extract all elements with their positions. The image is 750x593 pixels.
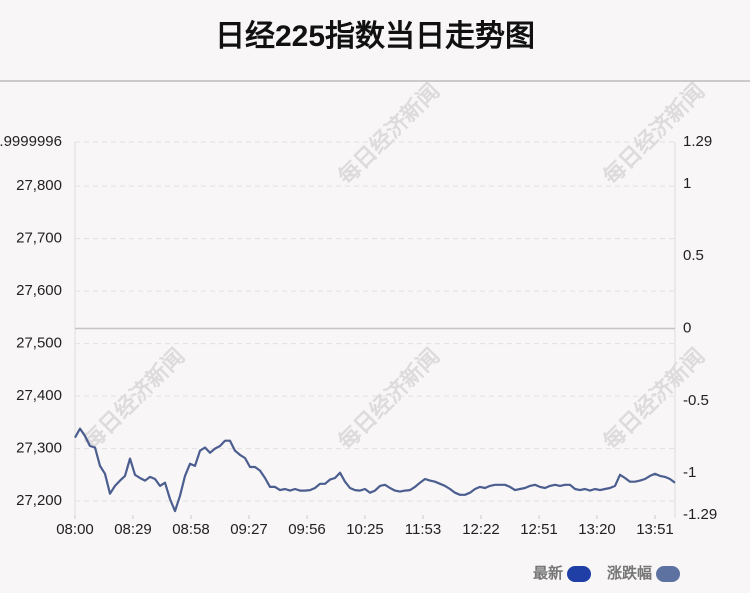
- y-tick-label: 27,400: [16, 387, 62, 404]
- x-tick-label: 09:56: [288, 521, 326, 538]
- x-tick-label: 09:27: [230, 521, 268, 538]
- y2-tick-label: -1: [683, 464, 696, 481]
- x-tick-label: 12:22: [462, 521, 500, 538]
- watermark: 每日经济新闻: [333, 343, 444, 454]
- x-tick-label: 12:51: [520, 521, 558, 538]
- y2-tick-label: 0: [683, 319, 691, 336]
- y-tick-label: 27,200: [16, 492, 62, 509]
- watermark: 每日经济新闻: [333, 78, 444, 189]
- x-tick-label: 11:53: [405, 521, 441, 538]
- y-tick-label: 27,500: [16, 335, 62, 352]
- legend-swatch: [567, 566, 592, 582]
- x-tick-label: 08:58: [172, 521, 210, 538]
- x-tick-label: 08:29: [114, 521, 152, 538]
- y-tick-label: 27,800: [16, 177, 62, 194]
- x-tick-label: 10:25: [346, 521, 384, 538]
- y2-tick-label: -1.29: [683, 506, 717, 523]
- legend-label: 最新: [533, 564, 563, 582]
- y-tick-label: 27,700: [16, 230, 62, 247]
- y-tick-label: 27,883.9999996: [0, 133, 62, 150]
- legend-label: 涨跌幅: [607, 564, 652, 582]
- line-series: [74, 427, 676, 513]
- y-tick-label: 27,600: [16, 282, 62, 299]
- x-tick-label: 13:51: [636, 521, 674, 538]
- y2-tick-label: -0.5: [683, 392, 709, 409]
- y2-tick-label: 1: [683, 175, 691, 192]
- x-tick-label: 13:20: [578, 521, 616, 538]
- chart-title: 日经225指数当日走势图: [215, 19, 535, 53]
- legend-swatch: [656, 566, 681, 582]
- watermark: 每日经济新闻: [78, 343, 189, 454]
- x-tick-label: 08:00: [56, 521, 94, 538]
- y2-tick-label: 0.5: [683, 247, 704, 264]
- y-tick-label: 27,300: [16, 440, 62, 457]
- y2-tick-label: 1.29: [683, 133, 712, 150]
